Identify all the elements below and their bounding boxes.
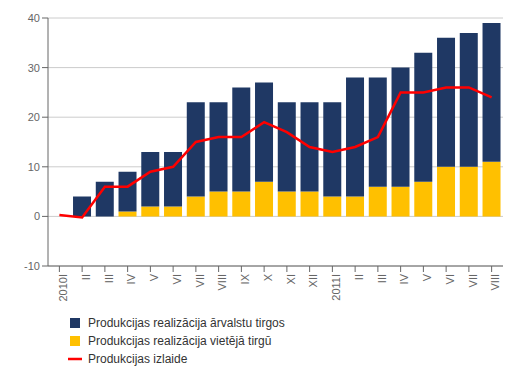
svg-text:VIII: VIII	[489, 274, 501, 291]
svg-text:VII: VII	[194, 274, 206, 287]
svg-text:0: 0	[34, 210, 40, 222]
svg-text:IV: IV	[125, 273, 137, 284]
svg-text:V: V	[148, 273, 160, 281]
html-text:Produkcijas izlaide: Produkcijas izlaide	[88, 352, 188, 366]
svg-text:III: III	[103, 274, 115, 283]
svg-text:X: X	[262, 273, 274, 281]
svg-text:2011I: 2011I	[330, 274, 342, 301]
svg-text:II: II	[353, 274, 365, 280]
svg-text:IX: IX	[239, 273, 251, 284]
svg-text:II: II	[80, 274, 92, 280]
svg-text:III: III	[376, 274, 388, 283]
svg-text:10: 10	[28, 161, 40, 173]
svg-text:XII: XII	[307, 274, 319, 287]
svg-text:XI: XI	[285, 274, 297, 284]
svg-text:V: V	[421, 273, 433, 281]
html-text:Produkcijas realizācija ārvals: Produkcijas realizācija ārvalstu tirgos	[88, 316, 285, 330]
svg-text:-10: -10	[24, 260, 40, 272]
svg-text:VI: VI	[444, 274, 456, 284]
svg-text:30: 30	[28, 62, 40, 74]
html-text:Produkcijas realizācija vietēj: Produkcijas realizācija vietējā tirgū	[88, 334, 272, 348]
svg-text:IV: IV	[398, 273, 410, 284]
svg-text:40: 40	[28, 12, 40, 24]
svg-text:VI: VI	[171, 274, 183, 284]
svg-text:20: 20	[28, 111, 40, 123]
svg-text:VIII: VIII	[216, 274, 228, 291]
svg-text:2010I: 2010I	[57, 274, 69, 302]
svg-text:VII: VII	[467, 274, 479, 287]
